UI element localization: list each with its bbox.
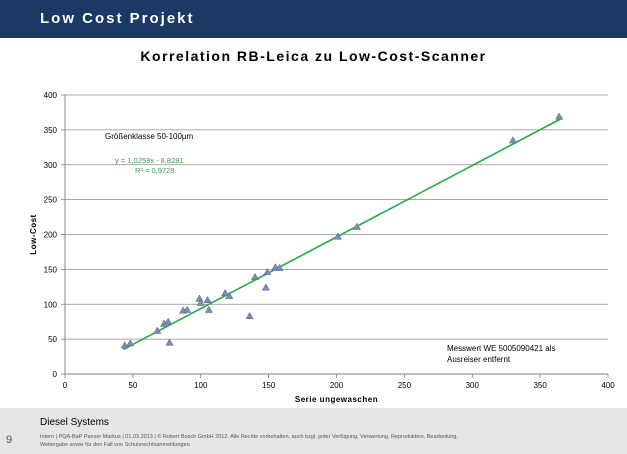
footer-bar: Diesel Systems 9 Intern | PQA-BaP Panzer… xyxy=(0,408,627,454)
footer-legal-text: Intern | PQA-BaP Panzer Markus | 01.03.2… xyxy=(40,434,458,448)
x-tick-label: 250 xyxy=(398,381,412,390)
y-tick-label: 100 xyxy=(44,300,58,309)
x-tick-label: 150 xyxy=(262,381,276,390)
x-tick-label: 400 xyxy=(601,381,615,390)
data-point xyxy=(126,339,135,347)
data-point xyxy=(196,298,205,306)
header-title: Low Cost Projekt xyxy=(40,10,195,27)
x-tick-label: 300 xyxy=(466,381,480,390)
outlier-note-line1: Messwert WE 5005090421 als xyxy=(447,344,556,353)
data-point xyxy=(352,222,361,230)
data-point xyxy=(508,136,518,144)
x-tick-label: 50 xyxy=(128,381,137,390)
trendline-layer xyxy=(122,118,561,351)
data-point xyxy=(275,263,284,271)
axes-layer: 0 50 100 150 200 250 300 350 400 0 50 100 150 200 250 3… xyxy=(44,91,616,390)
data-point xyxy=(333,232,342,240)
data-point xyxy=(245,312,254,320)
y-tick-label: 50 xyxy=(48,335,57,344)
data-point xyxy=(153,326,162,334)
page-number: 9 xyxy=(6,434,13,446)
y-tick-label: 300 xyxy=(44,161,58,170)
x-tick-label: 100 xyxy=(194,381,208,390)
data-point xyxy=(555,112,564,120)
data-point xyxy=(251,272,260,280)
size-class-annotation: Größenklasse 50-100µm xyxy=(105,132,194,141)
data-point xyxy=(183,305,192,313)
footer-title: Diesel Systems xyxy=(40,417,109,428)
trendline-r2: R² = 0,9728 xyxy=(135,166,174,175)
trendline xyxy=(122,118,561,351)
y-tick-label: 350 xyxy=(44,126,58,135)
data-point xyxy=(261,283,270,291)
trendline-equation: y = 1,0258x - 8,8281 xyxy=(115,156,184,165)
outlier-note-line2: Ausreiser entfernt xyxy=(447,355,511,364)
data-point xyxy=(221,288,230,297)
x-tick-label: 0 xyxy=(63,381,68,390)
y-tick-label: 150 xyxy=(44,265,58,274)
x-axis-label: Serie ungewaschen xyxy=(295,395,378,404)
x-tick-label: 200 xyxy=(330,381,344,390)
data-point xyxy=(204,305,213,313)
data-point xyxy=(263,268,272,276)
data-point xyxy=(164,317,173,325)
label-layer: Serie ungewaschen Low-Cost Größenklasse … xyxy=(29,132,556,404)
y-axis-label: Low-Cost xyxy=(29,214,38,254)
data-point xyxy=(165,338,174,346)
header-bar: Low Cost Projekt xyxy=(0,0,627,38)
data-point xyxy=(225,291,234,299)
points-layer xyxy=(120,112,564,349)
data-point xyxy=(195,294,204,302)
data-point xyxy=(203,295,212,304)
y-tick-label: 250 xyxy=(44,196,58,205)
chart-title: Korrelation RB-Leica zu Low-Cost-Scanner xyxy=(140,48,487,64)
y-tick-label: 0 xyxy=(53,370,58,379)
data-point xyxy=(120,341,129,349)
grid-layer xyxy=(65,94,608,340)
x-tick-label: 350 xyxy=(533,381,547,390)
y-tick-label: 400 xyxy=(44,91,58,100)
y-tick-label: 200 xyxy=(44,231,58,240)
